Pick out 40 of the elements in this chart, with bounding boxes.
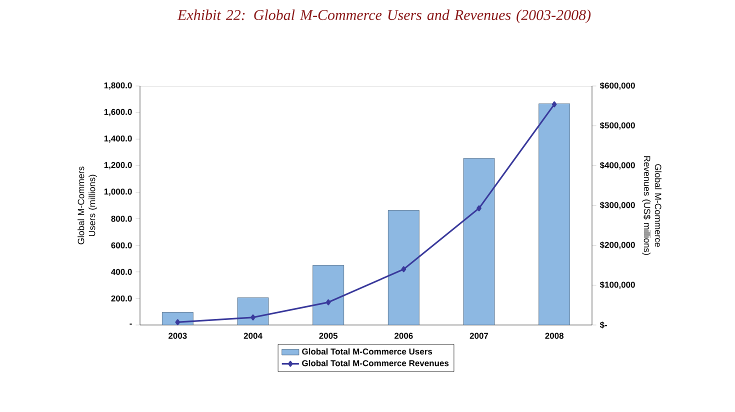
y2-tick-label: $- (600, 322, 608, 328)
point (250, 314, 256, 320)
bar (463, 158, 495, 325)
y2-tick-label: $500,000 (600, 122, 635, 130)
x-tick-label: 2005 (319, 332, 338, 339)
y-axis-title: Global M-Commers Users (millions) (78, 166, 97, 244)
y-tick-label: 200.0 (111, 295, 132, 302)
y-tick-label: 400.0 (111, 268, 132, 275)
y2-tick-label: $600,000 (600, 82, 635, 90)
y-tick-label: 1,600.0 (104, 108, 132, 116)
y-tick-label: 800.0 (111, 216, 132, 222)
legend-label: Global Total M-Commerce Users (302, 348, 432, 355)
x-tick-label: 2003 (168, 332, 187, 339)
y-tick-label: 600.0 (111, 242, 132, 248)
y-tick-label: 1,200.0 (104, 162, 132, 170)
chart-title: Exhibit 22: Global M-Commerce Users and Revenues (2003-2008) (177, 10, 591, 24)
y2-axis-title: Global M-Commerce Revenues (US$ millions) (642, 156, 662, 255)
point (401, 266, 406, 272)
y2-tick-label: $100,000 (600, 281, 635, 289)
bar (237, 297, 269, 325)
legend-label: Global Total M-Commerce Revenues (302, 360, 449, 366)
y2-tick-label: $300,000 (600, 202, 635, 210)
bar (312, 265, 344, 325)
point (175, 319, 180, 326)
y-tick-label: 1,000.0 (104, 188, 132, 196)
y-tick-label: - (130, 324, 132, 325)
y2-tick-label: $400,000 (600, 162, 635, 170)
y-tick-label: 1,800.0 (104, 82, 132, 90)
bar (162, 312, 194, 325)
x-tick-label: 2008 (545, 332, 564, 339)
x-tick-label: 2004 (244, 332, 262, 339)
x-tick-label: 2007 (470, 332, 488, 339)
bar (538, 103, 570, 325)
point (552, 101, 557, 108)
point (326, 299, 331, 306)
point (476, 205, 482, 212)
bar (388, 210, 420, 325)
x-tick-label: 2006 (394, 332, 413, 339)
y-tick-label: 1,400.0 (104, 135, 132, 143)
y2-tick-label: $200,000 (600, 242, 635, 250)
